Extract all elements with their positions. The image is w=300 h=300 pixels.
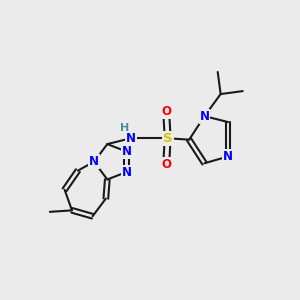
Text: N: N (122, 166, 131, 178)
Text: N: N (200, 110, 209, 123)
Text: O: O (161, 158, 171, 171)
Text: O: O (161, 105, 171, 118)
Text: S: S (163, 132, 172, 145)
Text: H: H (120, 123, 129, 133)
Text: N: N (122, 145, 131, 158)
Text: N: N (223, 150, 233, 163)
Text: N: N (126, 132, 136, 145)
Text: N: N (89, 155, 99, 168)
